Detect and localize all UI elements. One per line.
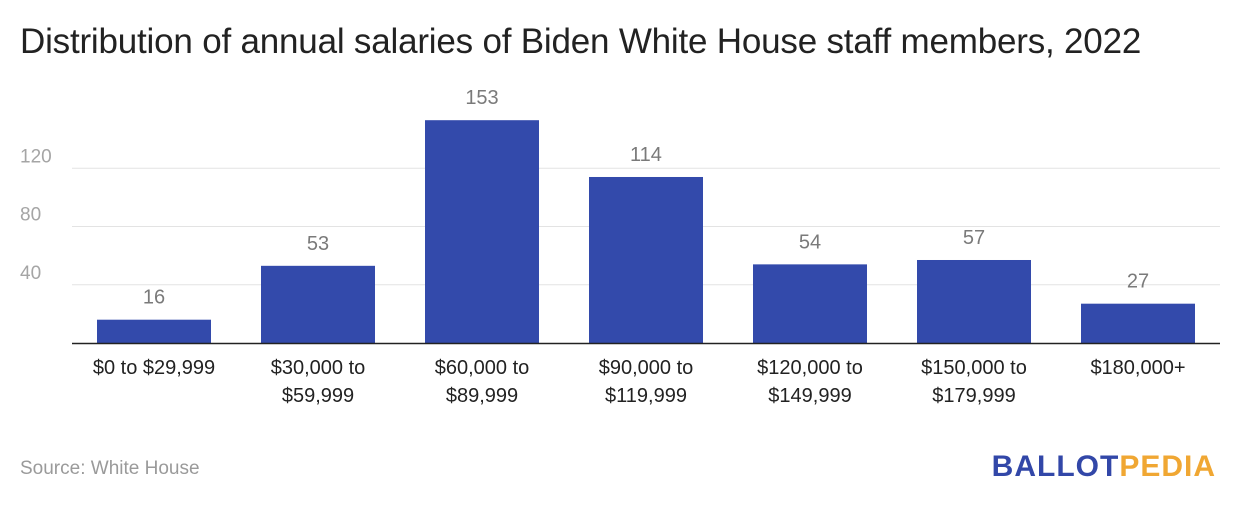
x-tick-label-line: $179,999 (932, 385, 1015, 407)
x-tick-label: $0 to $29,999 (93, 357, 215, 379)
x-tick-label-line: $60,000 to (435, 357, 530, 379)
x-tick-label: $150,000 to $179,999 (921, 357, 1027, 407)
x-tick-label: $120,000 to $149,999 (757, 357, 863, 407)
logo-part-ballot: BALLOT (991, 450, 1120, 483)
bar-6 (1081, 303, 1195, 343)
bar-3 (589, 176, 703, 343)
bar-0 (97, 319, 211, 343)
x-tick-label-line: $180,000+ (1090, 357, 1185, 379)
x-tick-label: $30,000 to $59,999 (271, 357, 366, 407)
data-label: 27 (1127, 271, 1149, 293)
bar-5 (917, 259, 1031, 343)
y-axis-ticks: 40 80 120 (20, 146, 52, 284)
data-label: 57 (963, 227, 985, 249)
y-tick-label: 120 (20, 146, 52, 167)
bars (97, 120, 1195, 343)
logo-part-pedia: PEDIA (1119, 450, 1216, 483)
x-tick-label: $180,000+ (1090, 357, 1185, 379)
data-label: 54 (799, 231, 821, 253)
bar-2 (425, 120, 539, 343)
x-tick-label-line: $120,000 to (757, 357, 863, 379)
bar-chart: 40 80 120 16 53 153 114 54 57 27 $0 to $29,999 $3… (20, 87, 1220, 407)
x-tick-label-line: $59,999 (282, 385, 354, 407)
bar-1 (261, 265, 375, 343)
x-tick-label-line: $30,000 to (271, 357, 366, 379)
x-tick-label-line: $0 to $29,999 (93, 357, 215, 379)
bar-4 (753, 264, 867, 343)
data-label: 114 (630, 144, 662, 166)
ballotpedia-logo: BALLOTPEDIA (992, 450, 1216, 484)
y-tick-label: 40 (20, 263, 41, 284)
x-tick-label: $90,000 to $119,999 (599, 357, 694, 407)
x-axis-ticks: $0 to $29,999 $30,000 to $59,999 $60,000 to… (93, 357, 1186, 407)
data-label: 53 (307, 233, 329, 255)
x-tick-label: $60,000 to $89,999 (435, 357, 530, 407)
data-label: 16 (143, 287, 165, 309)
data-label: 153 (465, 87, 498, 109)
chart-title: Distribution of annual salaries of Biden… (20, 22, 1142, 61)
x-tick-label-line: $150,000 to (921, 357, 1027, 379)
source-note: Source: White House (20, 458, 200, 479)
x-tick-label-line: $90,000 to (599, 357, 694, 379)
x-tick-label-line: $119,999 (605, 385, 687, 407)
x-tick-label-line: $89,999 (446, 385, 518, 407)
data-labels: 16 53 153 114 54 57 27 (143, 87, 1149, 309)
x-tick-label-line: $149,999 (768, 385, 851, 407)
y-tick-label: 80 (20, 205, 41, 226)
